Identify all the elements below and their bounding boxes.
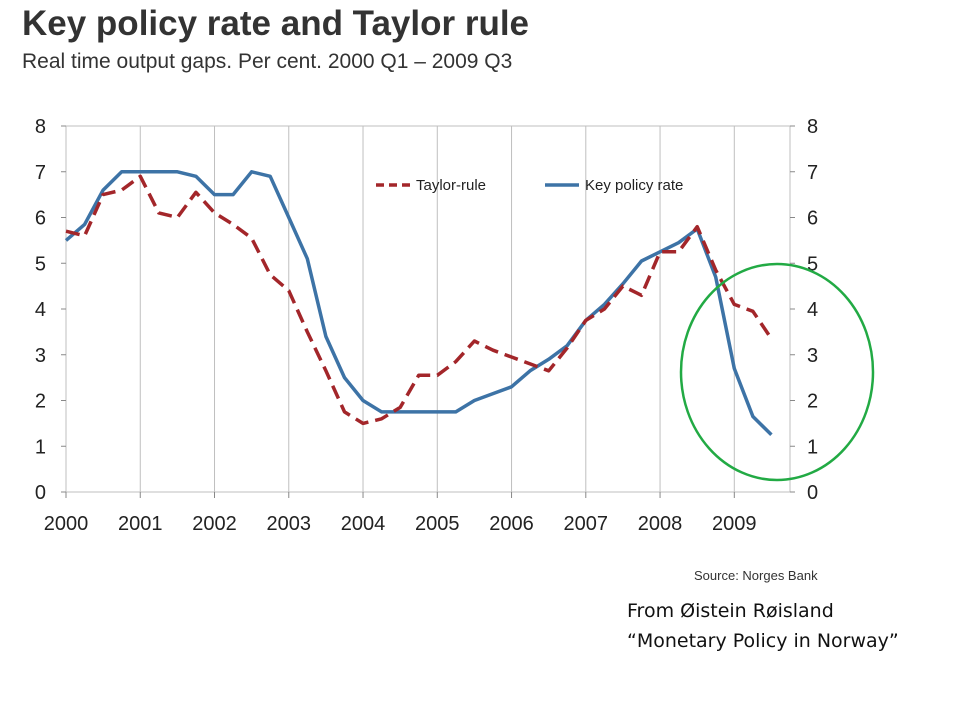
y-tick-label-left: 5 xyxy=(35,253,46,275)
x-tick-label: 2003 xyxy=(267,513,312,535)
y-tick-label-right: 3 xyxy=(807,345,818,367)
highlight-circle xyxy=(679,262,875,482)
y-tick-label-left: 1 xyxy=(35,436,46,458)
y-tick-label-right: 0 xyxy=(807,482,818,504)
y-tick-label-left: 3 xyxy=(35,345,46,367)
legend-label: Key policy rate xyxy=(585,177,683,194)
x-tick-label: 2005 xyxy=(415,513,460,535)
gridlines xyxy=(139,126,735,492)
legend-label: Taylor-rule xyxy=(416,177,486,194)
y-tick-label-right: 8 xyxy=(807,116,818,138)
x-tick-label: 2008 xyxy=(638,513,683,535)
x-tick-label: 2009 xyxy=(712,513,757,535)
series-key-policy-rate xyxy=(64,170,773,437)
credit-publication: “Monetary Policy in Norway” xyxy=(627,630,899,652)
x-tick-label: 2007 xyxy=(564,513,609,535)
y-tick-label-left: 2 xyxy=(35,391,46,413)
chart-title: Key policy rate and Taylor rule xyxy=(22,4,530,43)
axis-ticks: 2000 2001 2002 2003 2004 2005 2006 2007 2008 2009… xyxy=(35,116,818,535)
y-tick-label-right: 5 xyxy=(807,253,818,275)
y-tick-label-left: 6 xyxy=(35,208,46,230)
legend: Taylor-rule Key policy rate xyxy=(376,177,683,194)
y-tick-label-right: 2 xyxy=(807,391,818,413)
x-tick-label: 2002 xyxy=(192,513,237,535)
y-tick-label-left: 7 xyxy=(35,162,46,184)
y-tick-label-left: 4 xyxy=(35,299,46,321)
y-tick-label-right: 6 xyxy=(807,208,818,230)
credit-author: From Øistein Røisland xyxy=(627,600,834,622)
y-tick-label-right: 7 xyxy=(807,162,818,184)
x-tick-label: 2000 xyxy=(44,513,89,535)
y-tick-label-right: 1 xyxy=(807,436,818,458)
series-lines xyxy=(64,170,773,437)
source-note: Source: Norges Bank xyxy=(694,568,818,583)
y-tick-label-left: 0 xyxy=(35,482,46,504)
x-tick-label: 2004 xyxy=(341,513,386,535)
x-tick-label: 2006 xyxy=(489,513,534,535)
y-tick-label-right: 4 xyxy=(807,299,818,321)
y-tick-label-left: 8 xyxy=(35,116,46,138)
series-taylor-rule xyxy=(65,174,773,426)
chart-subtitle: Real time output gaps. Per cent. 2000 Q1… xyxy=(22,50,513,73)
x-tick-label: 2001 xyxy=(118,513,163,535)
